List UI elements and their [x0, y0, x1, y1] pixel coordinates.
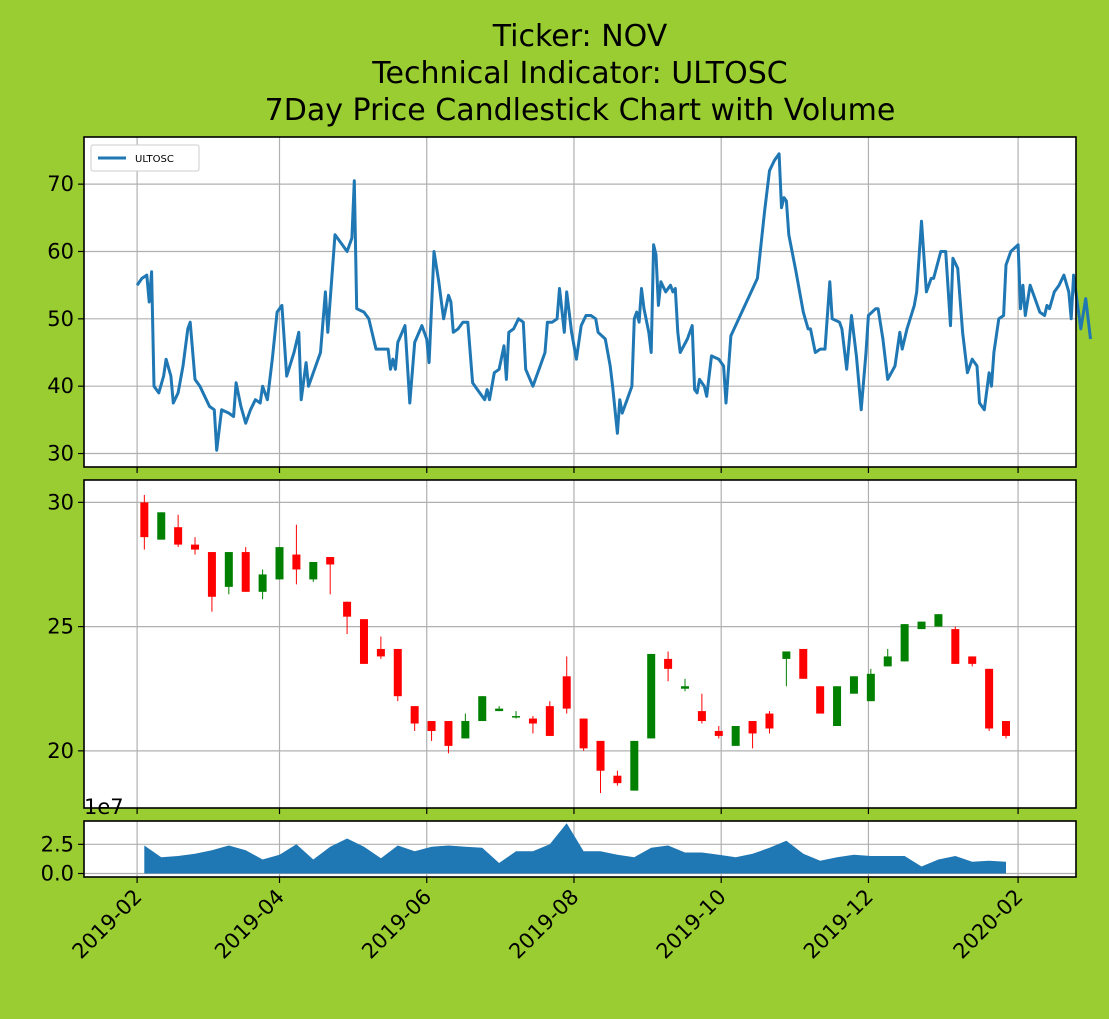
x-tick-label: 2019-10: [652, 885, 731, 964]
ultosc-panel: 30 40 50 60 70: [47, 136, 1092, 473]
candle-body: [883, 656, 892, 667]
y-tick-label: 0.0: [41, 862, 74, 886]
candle-body: [157, 512, 166, 540]
y-tick-label: 30: [47, 490, 74, 514]
candle-body: [174, 527, 183, 545]
candle-body: [191, 544, 200, 550]
volume-offset-text: 1e7: [84, 795, 124, 819]
candle-body: [799, 648, 808, 679]
y-tick-label: 30: [47, 442, 74, 466]
plot-border: [83, 136, 1077, 468]
volume-area: [144, 823, 1007, 874]
x-tick-label: 2019-02: [68, 885, 147, 964]
ultosc-line: [135, 152, 1092, 452]
legend-box: [90, 144, 200, 172]
x-axis: 2019-02 2019-04 2019-06 2019-08 2019-10 2019-…: [68, 885, 1028, 964]
candle-body: [934, 614, 943, 627]
candle-body: [900, 624, 909, 662]
plot-border: [83, 820, 1077, 878]
y-tick-label: 25: [47, 615, 74, 639]
candle-body: [427, 721, 436, 731]
candle-body: [343, 601, 352, 617]
candle-body: [545, 706, 554, 736]
y-tick-label: 60: [47, 239, 74, 263]
candle-body: [140, 502, 149, 538]
title-line-2: Technical Indicator: ULTOSC: [371, 56, 787, 91]
candle-body: [951, 629, 960, 664]
candlestick-panel: 20 25 30: [47, 479, 1077, 814]
candle-body: [258, 574, 267, 592]
candle-body: [613, 775, 622, 784]
candle-body: [393, 648, 402, 697]
candle-body: [376, 648, 385, 657]
x-tick-label: 2020-02: [949, 885, 1028, 964]
candle-body: [241, 552, 250, 592]
candle-body: [562, 676, 571, 709]
candle-body: [444, 721, 453, 746]
candle-body: [1002, 721, 1011, 736]
candle-body: [461, 721, 470, 739]
candle-body: [714, 730, 723, 736]
candle-body: [833, 686, 842, 726]
x-tick-label: 2019-04: [210, 885, 289, 964]
candle-body: [917, 621, 926, 630]
candle-body: [782, 651, 791, 659]
candle-body: [647, 653, 656, 739]
candle-body: [630, 740, 639, 791]
y-tick-label: 20: [47, 739, 74, 763]
candle-body: [866, 673, 875, 702]
title-line-1: Ticker: NOV: [492, 19, 668, 54]
candle-body: [596, 740, 605, 771]
y-tick-label: 2.5: [41, 832, 74, 856]
candle-body: [816, 686, 825, 714]
candle-body: [359, 619, 368, 664]
x-tick-label: 2019-08: [504, 885, 583, 964]
candle-body: [478, 696, 487, 722]
candle-body: [207, 552, 216, 597]
candle-body: [731, 726, 740, 746]
volume-panel: 0.02.5: [41, 820, 1077, 886]
candle-body: [765, 713, 774, 729]
candle-body: [292, 554, 301, 570]
ultosc-legend: ULTOSC: [90, 144, 200, 172]
candle-body: [326, 557, 335, 565]
candle-body: [579, 718, 588, 749]
legend-label: ULTOSC: [135, 154, 174, 165]
plot-border: [83, 479, 1077, 809]
candle-body: [680, 686, 689, 689]
candle-body: [512, 716, 521, 718]
plot-area: [84, 480, 1076, 808]
candle-body: [275, 547, 284, 580]
candle-body: [968, 656, 977, 664]
y-tick-label: 40: [47, 374, 74, 398]
candle-body: [985, 668, 994, 729]
x-tick-label: 2019-12: [799, 885, 878, 964]
candle-body: [309, 562, 318, 580]
candle-body: [410, 706, 419, 724]
candle-body: [697, 711, 706, 722]
candle-body: [495, 708, 504, 712]
candle-body: [849, 676, 858, 694]
y-tick-label: 50: [47, 307, 74, 331]
y-tick-label: 70: [47, 172, 74, 196]
candle-body: [224, 552, 233, 587]
candle-body: [664, 658, 673, 669]
candle-body: [748, 721, 757, 734]
title-line-3: 7Day Price Candlestick Chart with Volume: [265, 93, 896, 128]
candle-body: [528, 718, 537, 724]
x-tick-label: 2019-06: [357, 885, 436, 964]
